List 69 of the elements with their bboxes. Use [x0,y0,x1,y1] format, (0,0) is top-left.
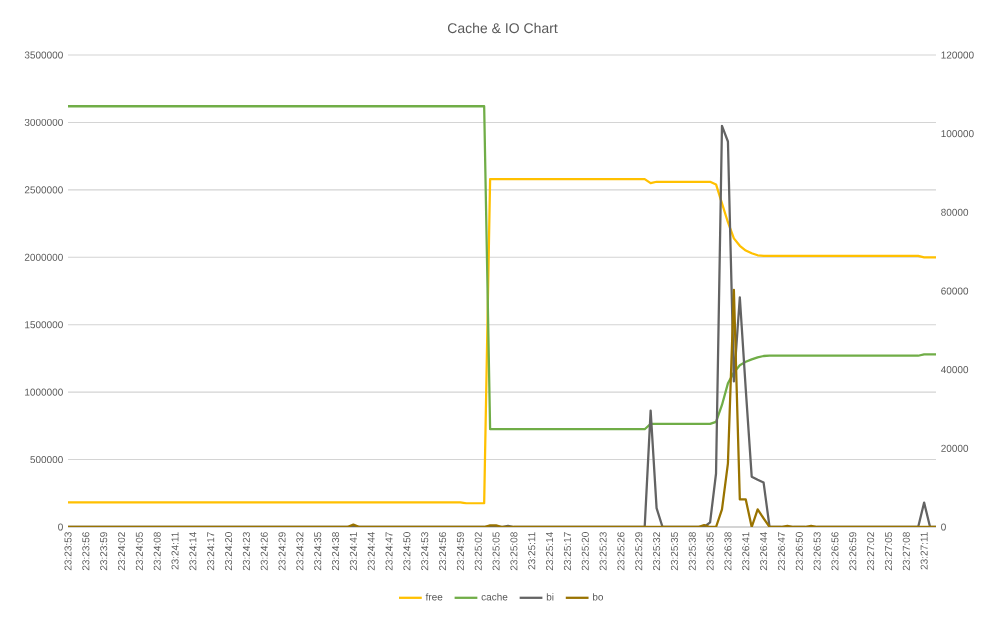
x-tick-label: 23:24:17 [207,532,215,571]
x-tick-label: 23:25:14 [546,532,554,571]
x-tick-label: 23:25:11 [528,532,536,570]
legend-label: bi [546,593,554,601]
x-tick-label: 23:24:44 [367,532,375,571]
x-tick-label: 23:24:08 [153,532,161,571]
x-tick-label: 23:27:05 [884,532,892,571]
x-tick-label: 23:23:53 [64,532,72,571]
y-tick-label: 1500000 [25,321,63,329]
x-tick-label: 23:25:02 [474,532,482,571]
x-tick-label: 23:24:35 [314,532,322,571]
x-tick-label: 23:24:41 [349,532,357,571]
x-tick-label: 23:24:11 [171,532,179,570]
y-tick-label: 3000000 [24,118,63,126]
x-tick-label: 23:26:50 [795,532,803,571]
legend-label: bo [593,593,604,601]
x-tick-label: 23:24:47 [385,532,393,571]
x-tick-label: 23:26:56 [831,532,839,571]
x-tick-label: 23:24:14 [189,532,197,571]
legend-label: free [425,593,443,601]
x-tick-label: 23:25:23 [599,532,607,571]
x-tick-label: 23:26:47 [777,532,785,571]
x-tick-label: 23:25:32 [653,532,661,571]
y2-tick-label: 0 [941,523,946,531]
x-tick-label: 23:26:41 [742,532,750,571]
x-tick-label: 23:24:02 [117,532,126,571]
y-tick-label: 500000 [30,456,63,464]
x-tick-label: 23:24:23 [242,532,250,571]
y-tick-label: 3500000 [24,51,63,59]
x-tick-label: 23:27:08 [902,532,910,571]
chart-title: Cache & IO Chart [447,22,558,34]
y2-tick-label: 100000 [941,130,974,138]
x-tick-label: 23:26:44 [760,532,768,571]
y2-tick-label: 120000 [941,51,974,59]
y-tick-label: 2000000 [24,253,63,261]
x-tick-label: 23:24:20 [224,532,233,571]
legend-label: cache [481,593,508,601]
x-tick-label: 23:24:56 [439,532,447,571]
y-tick-label: 2500000 [24,186,63,194]
y-tick-label: 1000000 [25,388,63,396]
x-tick-label: 23:25:35 [670,532,678,571]
y-tick-label: 0 [58,523,63,531]
x-tick-label: 23:25:38 [688,532,696,571]
x-tick-label: 23:25:26 [617,532,625,571]
y2-tick-label: 80000 [941,208,969,216]
x-tick-label: 23:26:59 [849,532,857,571]
x-tick-label: 23:25:08 [510,532,518,571]
x-tick-label: 23:25:17 [563,532,571,571]
x-tick-label: 23:26:53 [813,532,821,571]
x-tick-label: 23:24:53 [421,532,429,571]
x-tick-label: 23:25:29 [635,532,643,571]
y2-tick-label: 40000 [940,366,969,374]
x-tick-label: 23:24:32 [296,532,304,571]
x-tick-label: 23:24:59 [456,532,464,571]
x-tick-label: 23:24:29 [278,532,286,571]
x-tick-label: 23:24:05 [135,532,143,571]
x-tick-label: 23:24:38 [332,532,340,571]
x-tick-label: 23:26:35 [706,532,714,571]
y2-tick-label: 20000 [941,444,969,452]
x-tick-label: 23:24:50 [403,532,411,571]
x-tick-label: 23:23:59 [100,532,108,571]
y2-tick-label: 60000 [941,287,969,295]
x-tick-label: 23:25:05 [492,532,500,571]
x-tick-label: 23:25:20 [581,532,589,571]
x-tick-label: 23:27:02 [867,532,875,571]
x-tick-label: 23:24:26 [260,532,268,571]
x-tick-label: 23:27:11 [920,532,928,570]
x-tick-label: 23:26:38 [724,532,732,571]
x-tick-label: 23:23:56 [82,532,90,571]
